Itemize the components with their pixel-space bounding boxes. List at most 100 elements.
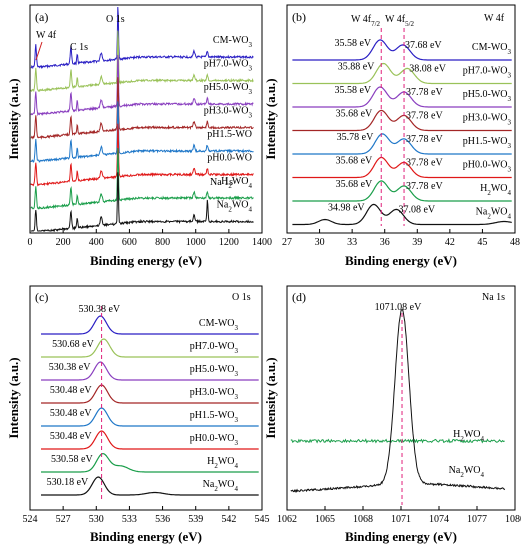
a-label-H2WO4: H2WO4: [221, 176, 252, 190]
peak-label-w4f72: W 4f7/2: [351, 14, 381, 28]
panel-b-xlabel: Binding energy (eV): [345, 253, 457, 268]
c-curve-pH7.0-WO3: [41, 338, 259, 358]
a-label-pH5.0-WO3: pH5.0-WO3: [204, 82, 253, 96]
c-peak-label-1: 530.68 eV: [52, 339, 94, 350]
a-curve-pH3.0-WO3: [30, 77, 254, 140]
c-label-CM-WO3: CM-WO3: [199, 318, 239, 332]
panel-b-title: W 4f: [484, 13, 505, 24]
b-xtick-label-4: 39: [412, 237, 422, 248]
annotation-c1s: C 1s: [70, 42, 88, 53]
b-peak72-label-7: 34.98 eV: [328, 203, 365, 214]
a-xtick-label-5: 1000: [186, 237, 206, 248]
panel-a-frame: [29, 4, 263, 234]
d-curve-Na2WO4: [290, 309, 506, 493]
b-xtick-label-0: 27: [282, 237, 292, 248]
panel-a-curves: [30, 6, 254, 233]
d-xtick-label-4: 1074: [429, 514, 449, 525]
b-label-pH0.0-WO3: pH0.0-WO3: [463, 160, 512, 174]
b-xtick-label-3: 36: [380, 237, 390, 248]
b-xtick-label-1: 30: [315, 237, 325, 248]
b-peak52-label-2: 37.78 eV: [406, 87, 443, 98]
a-curve-pH7.0-WO3: [30, 30, 254, 93]
a-xtick-label-7: 1400: [252, 237, 272, 248]
annotation-o1s: O 1s: [106, 14, 125, 25]
c-curve-CM-WO3: [41, 315, 259, 335]
a-xtick-label-2: 400: [89, 237, 104, 248]
b-curve-pH7.0-WO3: [292, 62, 512, 85]
b-label-CM-WO3: CM-WO3: [472, 42, 512, 56]
panel-c-ylabel: Intensity (a.u.): [6, 357, 21, 438]
c-peak-label-2: 530.38 eV: [49, 362, 91, 373]
b-peak72-label-3: 35.68 eV: [336, 109, 373, 120]
panel-b-ticks: 27 30 33 36 39 42 45 48: [282, 229, 520, 248]
b-peak52-label-7: 37.08 eV: [398, 205, 435, 216]
d-xtick-label-1: 1065: [315, 514, 335, 525]
c-label-pH7.0-WO3: pH7.0-WO3: [190, 341, 239, 355]
b-peak52-label-5: 37.78 eV: [406, 158, 443, 169]
c-peak-label-0: 530.38 eV: [78, 304, 120, 315]
b-peak72-label-1: 35.88 eV: [338, 62, 375, 73]
c-xtick-label-7: 545: [255, 514, 270, 525]
b-xtick-label-5: 42: [445, 237, 455, 248]
panel-c-curves: [41, 306, 259, 500]
panel-d-labels: H2WO4 Na2WO4: [449, 429, 485, 479]
b-curve-H2WO4: [292, 180, 512, 202]
panel-b-ylabel: Intensity (a.u.): [263, 78, 278, 159]
d-label-Na2WO4: Na2WO4: [449, 465, 485, 479]
b-label-pH7.0-WO3: pH7.0-WO3: [463, 66, 512, 80]
b-peak72-label-0: 35.58 eV: [334, 38, 371, 49]
c-curve-pH1.5-WO3: [41, 407, 259, 427]
b-label-pH3.0-WO3: pH3.0-WO3: [463, 113, 512, 127]
c-label-pH3.0-WO3: pH3.0-WO3: [190, 387, 239, 401]
b-peak52-label-4: 37.78 eV: [406, 134, 443, 145]
a-label-Na2WO4: Na2WO4: [217, 200, 253, 214]
panel-c-ticks: 524 527 530 533 536 539 542 545: [23, 506, 270, 525]
b-curve-pH0.0-WO3: [292, 156, 512, 179]
c-curve-pH5.0-WO3: [41, 361, 259, 381]
b-peak72-label-6: 35.68 eV: [336, 179, 373, 190]
annotation-w4f-arrow: [35, 41, 43, 61]
panel-b-frame: [286, 4, 516, 234]
b-curve-pH1.5-WO3: [292, 133, 512, 155]
c-label-H2WO4: H2WO4: [207, 456, 238, 470]
c-xtick-label-1: 527: [56, 514, 71, 525]
b-peak52-label-3: 37.78 eV: [406, 111, 443, 122]
b-curve-pH5.0-WO3: [292, 86, 512, 108]
b-label-pH1.5-WO3: pH1.5-WO3: [463, 136, 512, 150]
panel-c-labels: 530.38 eV CM-WO3 530.68 eV pH7.0-WO3 530.38 …: [47, 304, 239, 493]
panel-d-na1s: (d) Na 1s Intensity (a.u.) Binding energ…: [263, 285, 521, 544]
panel-a-ylabel: Intensity (a.u.): [6, 78, 21, 159]
b-xtick-label-2: 33: [347, 237, 357, 248]
c-curve-H2WO4: [41, 452, 259, 473]
c-curve-pH0.0-WO3: [41, 430, 259, 450]
d-xtick-label-3: 1071: [391, 514, 411, 525]
panel-c-xlabel: Binding energy (eV): [90, 529, 202, 544]
b-peak52-label-1: 38.08 eV: [409, 64, 446, 75]
b-label-Na2WO4: Na2WO4: [476, 207, 512, 221]
c-label-pH1.5-WO3: pH1.5-WO3: [190, 410, 239, 424]
c-peak-label-7: 530.18 eV: [47, 477, 89, 488]
panel-c-o1s: (c) O 1s Intensity (a.u.) Binding energy…: [6, 285, 270, 544]
a-xtick-label-0: 0: [28, 237, 33, 248]
c-xtick-label-4: 536: [155, 514, 170, 525]
c-label-pH5.0-WO3: pH5.0-WO3: [190, 364, 239, 378]
panel-d-title: Na 1s: [482, 292, 505, 303]
b-curve-pH3.0-WO3: [292, 109, 512, 132]
panel-a-survey: (a) Intensity (a.u.) Binding energy (eV)…: [6, 4, 272, 268]
b-peak72-label-4: 35.78 eV: [337, 132, 374, 143]
panel-a-series-labels: CM-WO3 pH7.0-WO3 pH5.0-WO3 pH3.0-WO3 pH1.5-W…: [204, 35, 253, 214]
a-label-CM-WO3: CM-WO3: [213, 35, 253, 49]
panel-a-xlabel: Binding energy (eV): [90, 253, 202, 268]
b-label-pH5.0-WO3: pH5.0-WO3: [463, 89, 512, 103]
b-label-H2WO4: H2WO4: [480, 183, 511, 197]
c-xtick-label-2: 530: [89, 514, 104, 525]
panel-b-labels: 35.58 eV 37.68 eV CM-WO3 35.88 eV 38.08 eV pH…: [328, 38, 512, 221]
a-xtick-label-6: 1200: [219, 237, 239, 248]
panel-b-letter: (b): [292, 10, 306, 24]
panel-d-letter: (d): [292, 290, 306, 304]
panel-d-ticks: 1062 1065 1068 1071 1074 1077 1080: [277, 506, 521, 525]
a-label-pH3.0-WO3: pH3.0-WO3: [204, 106, 253, 120]
b-peak72-label-2: 35.58 eV: [334, 85, 371, 96]
d-curve-H2WO4: [290, 438, 505, 444]
